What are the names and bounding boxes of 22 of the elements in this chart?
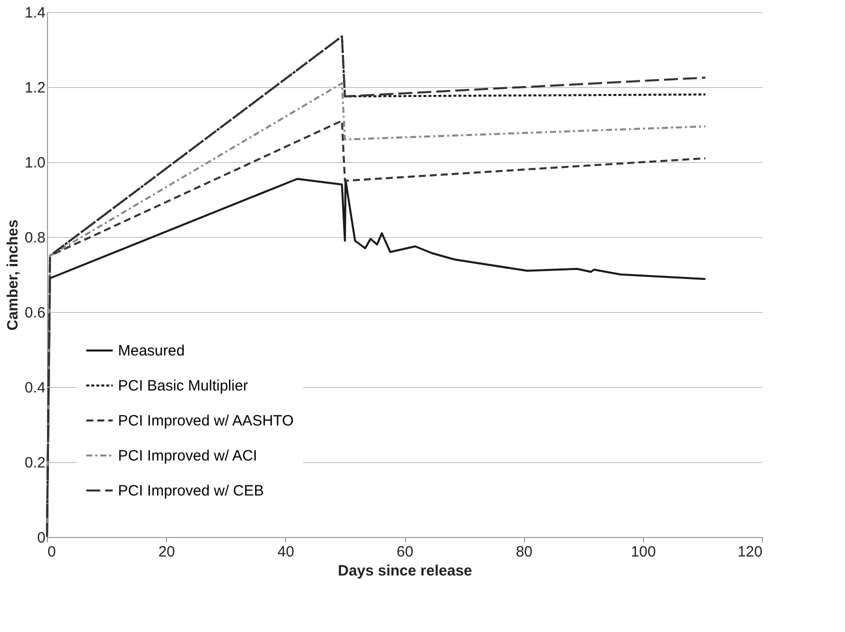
x-tick-label: 60: [396, 544, 414, 560]
legend-label: PCI Improved w/ CEB: [118, 482, 264, 500]
y-tick-label: 1.4: [24, 4, 46, 22]
y-tick-label: 1.0: [24, 154, 46, 172]
x-tick-label: 100: [630, 544, 656, 560]
x-tick-label: 120: [737, 544, 762, 560]
y-tick-label: 0: [37, 530, 46, 546]
x-tick-label: 40: [277, 544, 294, 560]
x-tick-label: 20: [158, 544, 176, 560]
y-tick-label: 1.2: [24, 80, 46, 96]
y-tick-label: 0.4: [24, 380, 46, 396]
legend-label: PCI Improved w/ AASHTO: [118, 412, 294, 430]
legend-label: Measured: [118, 342, 185, 360]
x-tick-label: 0: [48, 544, 56, 560]
y-tick-label: 0.2: [24, 454, 46, 472]
legend-label: PCI Improved w/ ACI: [118, 448, 258, 464]
y-tick-label: 0.8: [24, 230, 46, 246]
y-tick-label: 0.6: [24, 304, 46, 322]
x-tick-label: 80: [516, 544, 533, 560]
y-axis-title: Camber, inches: [4, 220, 22, 330]
x-axis-title: Days since release: [338, 562, 472, 580]
legend-label: PCI Basic Multiplier: [118, 378, 248, 394]
